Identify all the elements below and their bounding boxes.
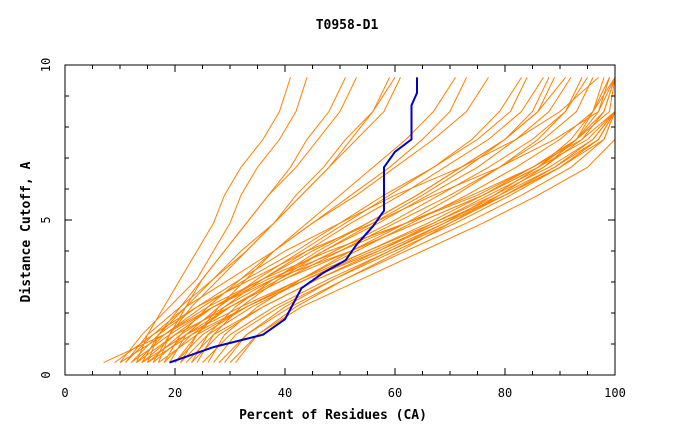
chart-title: T0958-D1	[316, 18, 379, 33]
series-line-32	[196, 77, 555, 363]
series-line-22	[163, 77, 467, 363]
x-tick-label: 0	[61, 386, 68, 400]
series-line-20	[158, 77, 346, 363]
series-line-26	[174, 77, 544, 363]
series-line-17	[147, 77, 616, 364]
tick-layer: 0 20 40 60 80 100 0 5 10	[39, 58, 626, 400]
x-tick-label: 100	[604, 386, 626, 400]
series-line-33	[202, 77, 616, 363]
series-line-9	[136, 77, 291, 363]
series-line-18	[152, 77, 396, 363]
highlight-layer	[169, 77, 418, 364]
series-line-24	[169, 77, 522, 363]
series-line-27	[180, 77, 616, 363]
x-tick-label: 80	[498, 386, 512, 400]
series-line-23	[163, 77, 588, 363]
series-line-34	[207, 77, 583, 363]
series-line-3	[119, 77, 616, 364]
series-line-39	[235, 77, 610, 363]
series-line-16	[147, 77, 572, 363]
series-line-28	[180, 77, 456, 363]
x-tick-label: 40	[278, 386, 292, 400]
highlight-series-line	[169, 77, 418, 364]
series-line-37	[224, 77, 605, 363]
series-line-36	[218, 77, 616, 363]
series-line-10	[136, 77, 528, 363]
x-tick-label: 20	[168, 386, 182, 400]
series-line-6	[125, 77, 401, 363]
series-layer	[103, 77, 616, 364]
series-line-31	[191, 77, 616, 363]
x-tick-label: 60	[388, 386, 402, 400]
series-line-4	[119, 77, 308, 363]
y-tick-label: 0	[39, 371, 53, 378]
y-tick-label: 10	[39, 58, 53, 72]
y-axis-label: Distance Cutoff, A	[19, 161, 34, 302]
y-tick-label: 5	[39, 216, 53, 223]
series-line-35	[213, 77, 616, 363]
x-axis-label: Percent of Residues (CA)	[239, 408, 427, 423]
